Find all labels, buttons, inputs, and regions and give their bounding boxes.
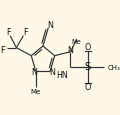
Text: CH₃: CH₃ — [107, 64, 120, 70]
Text: HN: HN — [56, 70, 68, 79]
Text: O: O — [85, 43, 91, 52]
Text: F: F — [23, 28, 27, 37]
Text: N: N — [31, 67, 37, 76]
Text: F: F — [6, 28, 11, 37]
Text: S: S — [85, 61, 91, 71]
Text: O: O — [85, 82, 91, 91]
Text: F: F — [0, 46, 5, 55]
Text: N: N — [67, 45, 73, 54]
Text: Me: Me — [31, 89, 41, 95]
Text: N: N — [49, 67, 55, 76]
Text: N: N — [47, 20, 53, 29]
Text: Me: Me — [72, 38, 81, 44]
